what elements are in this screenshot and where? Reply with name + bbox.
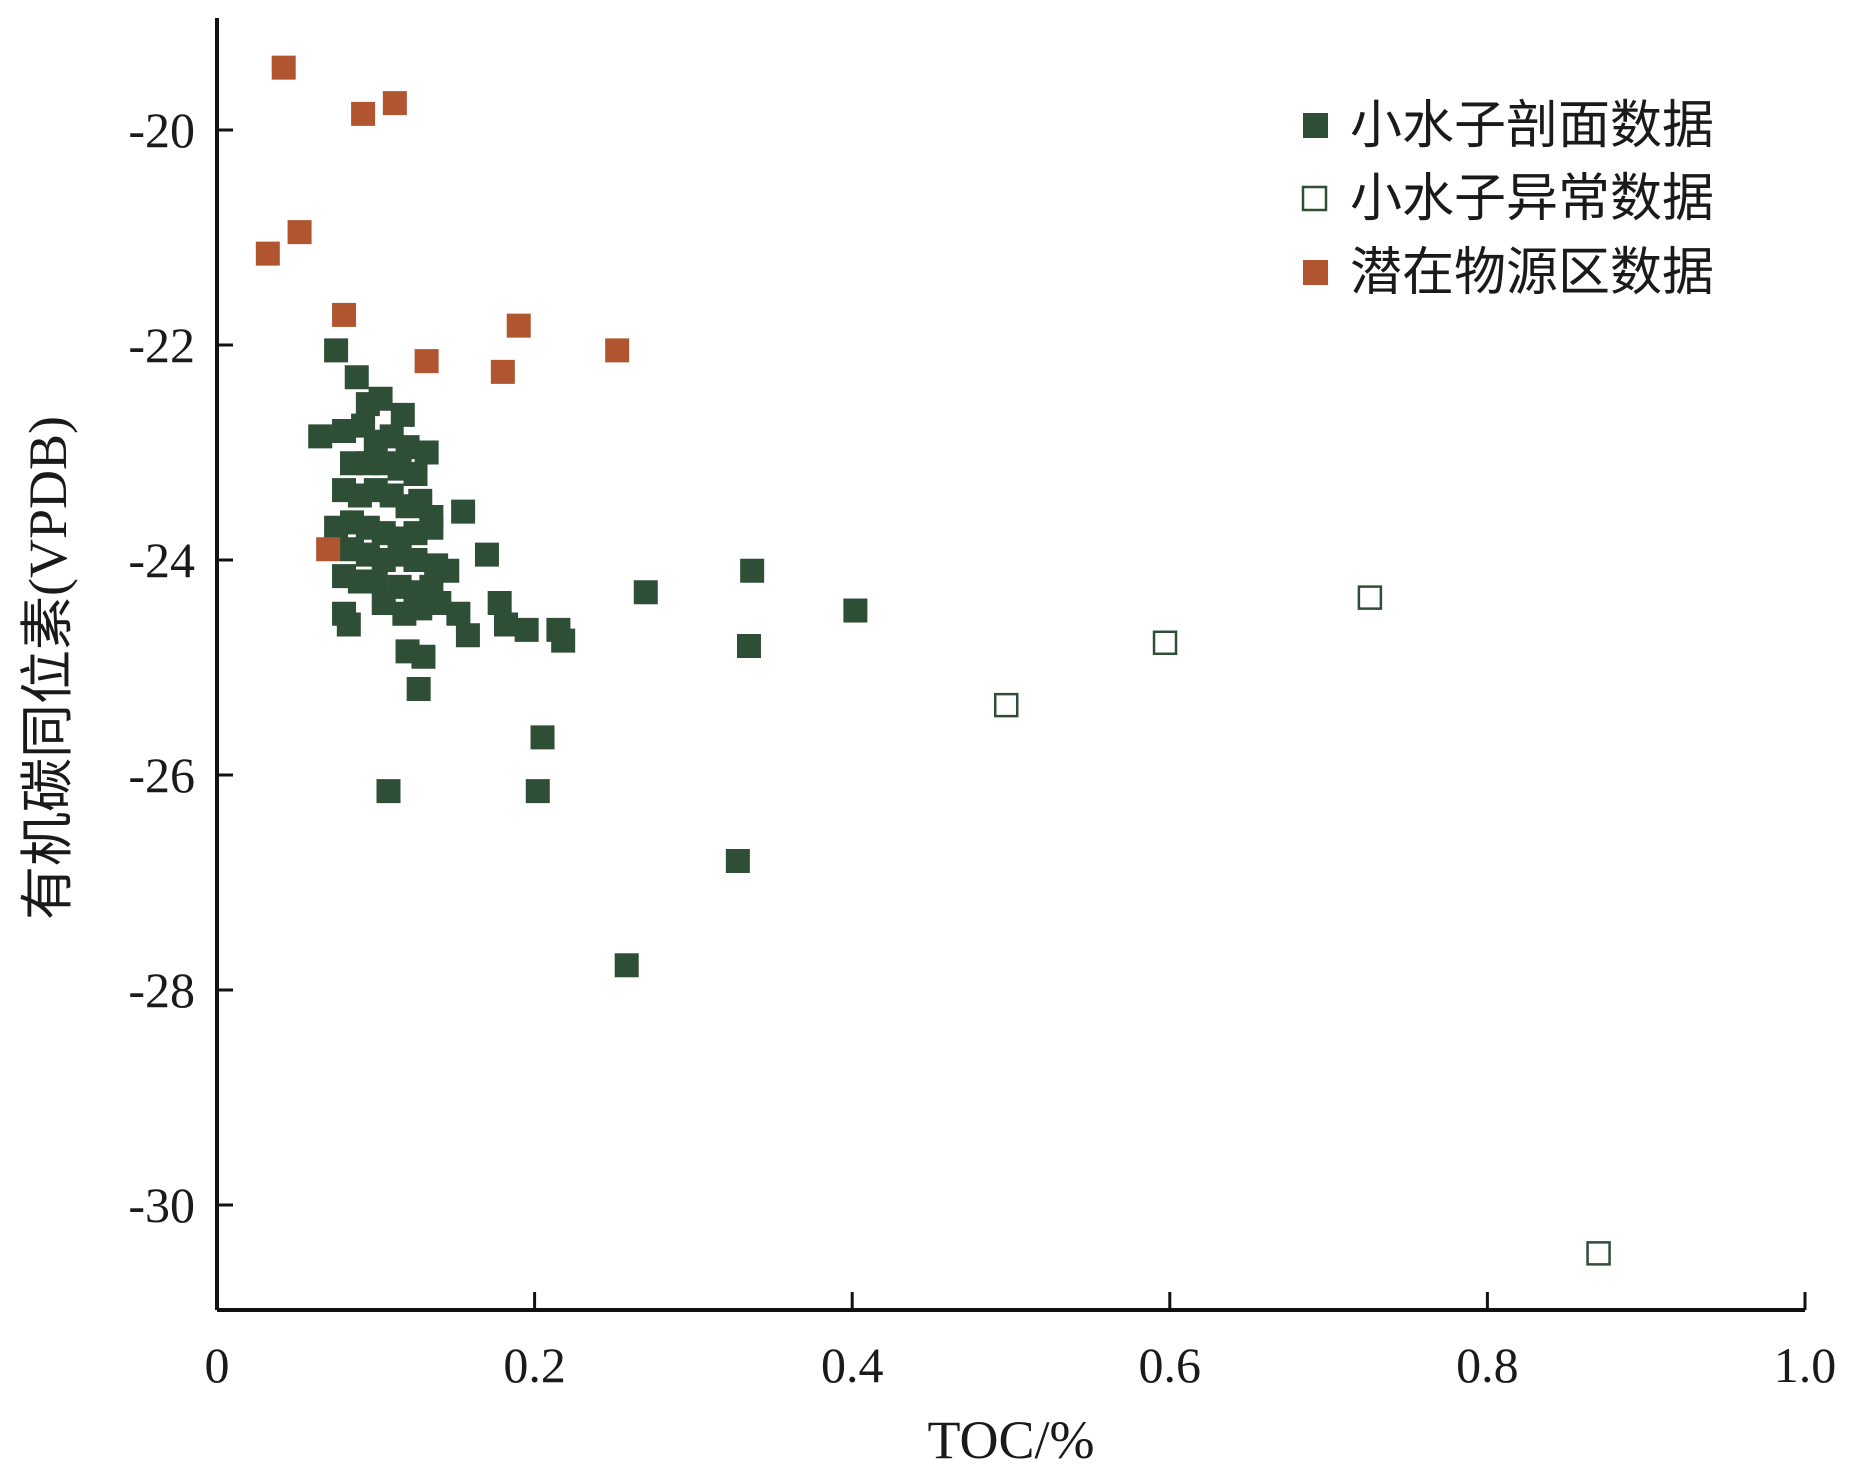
data-point [351, 101, 376, 126]
data-point-open [1357, 585, 1383, 610]
data-point [514, 617, 539, 642]
data-point [530, 725, 555, 750]
data-point [390, 402, 415, 427]
data-point [740, 558, 765, 583]
data-point [339, 451, 364, 476]
data-point [414, 349, 439, 374]
series-1 [993, 585, 1611, 1266]
x-tick-label: 0.4 [821, 1337, 884, 1393]
x-axis-title: TOC/% [927, 1410, 1094, 1470]
x-tick-label: 0.6 [1139, 1337, 1202, 1393]
legend-marker-section-data [1303, 113, 1328, 138]
data-point [271, 55, 296, 80]
legend-marker-anomaly-data [1301, 185, 1328, 212]
data-point [435, 558, 460, 583]
data-point-open [1586, 1241, 1611, 1266]
data-point [324, 338, 349, 363]
data-point [633, 580, 658, 605]
legend-label-anomaly-data: 小水子异常数据 [1350, 169, 1714, 229]
legend-label-section-data: 小水子剖面数据 [1350, 96, 1714, 156]
plot-axes [215, 18, 1805, 1312]
data-point [344, 365, 369, 390]
data-point [414, 440, 439, 465]
y-tick-label: -22 [128, 317, 195, 373]
data-point [551, 628, 576, 653]
data-point [316, 537, 341, 562]
data-point [446, 601, 471, 626]
legend-item-source-data: 潜在物源区数据 [1303, 243, 1714, 303]
y-axis-ticks: -20 -22 -24 -26 -28 -30 [128, 102, 233, 1233]
data-point [382, 91, 407, 116]
data-point [336, 612, 361, 637]
data-point [494, 612, 519, 637]
legend-item-anomaly-data: 小水子异常数据 [1301, 169, 1714, 229]
series-0 [308, 338, 868, 978]
x-tick-label: 0 [205, 1337, 230, 1393]
data-point [363, 569, 388, 594]
data-point-open [1152, 630, 1178, 656]
data-point [455, 623, 480, 648]
x-axis-ticks: 0 0.2 0.4 0.6 0.8 1.0 [205, 1292, 1837, 1393]
x-tick-label: 1.0 [1774, 1337, 1837, 1393]
data-point [255, 241, 280, 266]
y-axis-title: 有机碳同位素(VPDB) [18, 416, 78, 920]
legend-item-section-data: 小水子剖面数据 [1303, 96, 1714, 156]
data-point [614, 953, 639, 978]
data-point [725, 849, 750, 873]
series-2 [255, 55, 630, 562]
data-point [451, 499, 476, 524]
data-point [406, 677, 431, 701]
legend-label-source-data: 潜在物源区数据 [1350, 243, 1714, 303]
data-point [371, 591, 396, 615]
data-point [332, 302, 357, 327]
data-point [287, 220, 312, 245]
data-point [490, 359, 515, 384]
data-point-open [993, 692, 1019, 718]
legend: 小水子剖面数据 小水子异常数据 潜在物源区数据 [1301, 96, 1714, 303]
y-tick-label: -28 [128, 962, 195, 1018]
data-point [506, 313, 531, 338]
data-point [368, 386, 393, 411]
data-point [308, 424, 333, 449]
x-tick-label: 0.2 [503, 1337, 566, 1393]
data-point [474, 542, 499, 567]
y-tick-label: -26 [128, 747, 195, 803]
y-tick-label: -20 [128, 102, 195, 158]
data-point [487, 591, 512, 615]
data-point [843, 598, 868, 623]
data-point [736, 634, 761, 658]
y-tick-label: -24 [128, 532, 195, 588]
legend-marker-source-data [1303, 260, 1328, 285]
data-point [605, 338, 630, 363]
data-point [525, 779, 550, 804]
data-point [419, 515, 444, 540]
y-tick-label: -30 [128, 1177, 195, 1233]
data-point [411, 644, 436, 669]
data-points [255, 55, 1611, 1266]
data-point [403, 548, 428, 572]
data-point [376, 779, 401, 804]
x-tick-label: 0.8 [1456, 1337, 1519, 1393]
